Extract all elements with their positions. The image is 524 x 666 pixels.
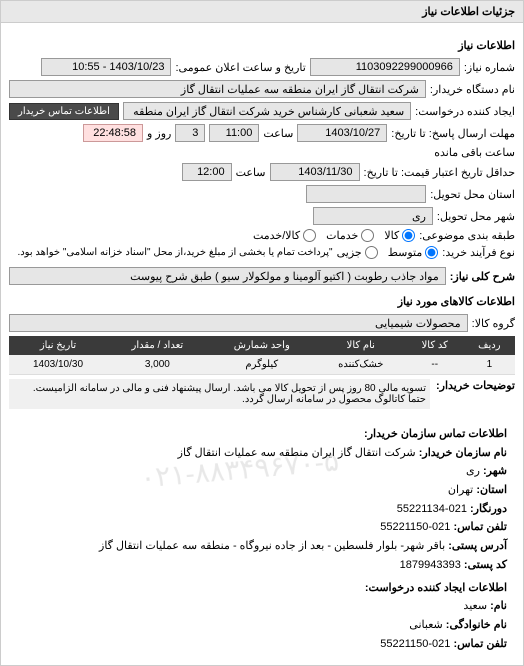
table-cell: 1 bbox=[464, 355, 515, 375]
valid-label: حداقل تاریخ اعتبار قیمت: تا تاریخ: bbox=[364, 166, 515, 179]
time-label-1: ساعت bbox=[263, 127, 293, 140]
creator-label: ایجاد کننده درخواست: bbox=[415, 105, 515, 118]
contact-section: اطلاعات تماس سازمان خریدار: نام سازمان خ… bbox=[9, 419, 515, 659]
contact-tel: 021-55221150 bbox=[380, 521, 450, 533]
contact-family-label: نام خانوادگی: bbox=[446, 619, 507, 631]
contact-province-label: استان: bbox=[476, 484, 507, 496]
announce-field bbox=[41, 58, 171, 76]
valid-time-field bbox=[182, 163, 232, 181]
req-no-label: شماره نیاز: bbox=[464, 61, 515, 74]
contact-tel2-label: تلفن تماس: bbox=[453, 638, 507, 650]
process-jozi[interactable]: جزیی bbox=[337, 246, 378, 259]
contact-addr-label: آدرس پستی: bbox=[448, 540, 507, 552]
contact-family: شعبانی bbox=[409, 619, 442, 631]
contact-postal: 1879943393 bbox=[400, 559, 461, 571]
group-field bbox=[9, 314, 468, 332]
table-cell: 3,000 bbox=[107, 355, 208, 375]
contact-title: اطلاعات تماس سازمان خریدار: bbox=[17, 425, 507, 444]
table-header: واحد شمارش bbox=[208, 336, 316, 355]
contact-name: سعید bbox=[463, 600, 487, 612]
items-title: اطلاعات کالاهای مورد نیاز bbox=[9, 293, 515, 310]
contact-fax-label: دورنگار: bbox=[470, 503, 507, 515]
table-header: کد کالا bbox=[406, 336, 464, 355]
table-cell: خشک‌کننده bbox=[316, 355, 406, 375]
days-label: روز و bbox=[147, 127, 171, 140]
process-motavaset[interactable]: متوسط bbox=[388, 246, 439, 259]
contact-info-button[interactable]: اطلاعات تماس خریدار bbox=[9, 103, 119, 120]
table-cell: 1403/10/30 bbox=[9, 355, 107, 375]
desc-field bbox=[9, 267, 446, 285]
items-table: ردیفکد کالانام کالاواحد شمارشتعداد / مقد… bbox=[9, 336, 515, 375]
province-label: استان محل تحویل: bbox=[430, 188, 515, 201]
table-cell: کیلوگرم bbox=[208, 355, 316, 375]
contact-city-label: شهر: bbox=[483, 465, 507, 477]
contact-postal-label: کد پستی: bbox=[464, 559, 507, 571]
deadline-date-field bbox=[297, 124, 387, 142]
city-label: شهر محل تحویل: bbox=[437, 210, 515, 223]
section-title: اطلاعات نیاز bbox=[9, 37, 515, 54]
packing-label: طبقه بندی موضوعی: bbox=[419, 229, 515, 242]
table-header: نام کالا bbox=[316, 336, 406, 355]
creator-field bbox=[123, 102, 411, 120]
contact-fax: 021-55221134 bbox=[397, 503, 467, 515]
contact-name-label: نام: bbox=[490, 600, 507, 612]
process-note: "پرداخت تمام یا بخشی از مبلغ خرید،از محل… bbox=[17, 247, 332, 258]
desc-label: شرح کلی نیاز: bbox=[450, 270, 515, 283]
process-radio-group: متوسط جزیی bbox=[337, 246, 439, 259]
contact-tel2: 021-55221150 bbox=[380, 638, 450, 650]
city-field bbox=[313, 207, 433, 225]
req-no-field bbox=[310, 58, 460, 76]
contact-org: شرکت انتقال گاز ایران منطقه سه عملیات ان… bbox=[178, 447, 416, 459]
group-label: گروه کالا: bbox=[472, 317, 515, 330]
table-header: تاریخ نیاز bbox=[9, 336, 107, 355]
announce-label: تاریخ و ساعت اعلان عمومی: bbox=[175, 61, 305, 74]
notes-label: توضیحات خریدار: bbox=[436, 379, 515, 409]
valid-date-field bbox=[270, 163, 360, 181]
process-label: نوع فرآیند خرید: bbox=[442, 246, 515, 259]
deadline-time-field bbox=[209, 124, 259, 142]
table-header: ردیف bbox=[464, 336, 515, 355]
packing-radio-group: کالا خدمات کالا/خدمت bbox=[253, 229, 415, 242]
table-cell: -- bbox=[406, 355, 464, 375]
remaining-time-field: 22:48:58 bbox=[83, 124, 143, 142]
remaining-days-field bbox=[175, 124, 205, 142]
contact-addr: باقر شهر- بلوار فلسطین - بعد از جاده نیر… bbox=[99, 540, 445, 552]
time-label-2: ساعت bbox=[236, 166, 266, 179]
panel-title: جزئیات اطلاعات نیاز bbox=[1, 1, 523, 23]
table-header: تعداد / مقدار bbox=[107, 336, 208, 355]
contact-org-label: نام سازمان خریدار: bbox=[419, 447, 507, 459]
packing-kala[interactable]: کالا bbox=[384, 229, 415, 242]
packing-both[interactable]: کالا/خدمت bbox=[253, 229, 316, 242]
buyer-org-label: نام دستگاه خریدار: bbox=[430, 83, 515, 96]
contact-tel-label: تلفن تماس: bbox=[453, 521, 507, 533]
deadline-label: مهلت ارسال پاسخ: تا تاریخ: bbox=[391, 127, 515, 140]
contact-city: ری bbox=[466, 465, 480, 477]
table-row: 1--خشک‌کنندهکیلوگرم3,0001403/10/30 bbox=[9, 355, 515, 375]
req-creator-title: اطلاعات ایجاد کننده درخواست: bbox=[17, 579, 507, 598]
packing-khadamat[interactable]: خدمات bbox=[326, 229, 374, 242]
buyer-org-field bbox=[9, 80, 426, 98]
remaining-label: ساعت باقی مانده bbox=[434, 146, 515, 159]
contact-province: تهران bbox=[448, 484, 473, 496]
province-field bbox=[306, 185, 426, 203]
notes-text: تسویه مالی 80 روز پس از تحویل کالا می با… bbox=[9, 379, 430, 409]
